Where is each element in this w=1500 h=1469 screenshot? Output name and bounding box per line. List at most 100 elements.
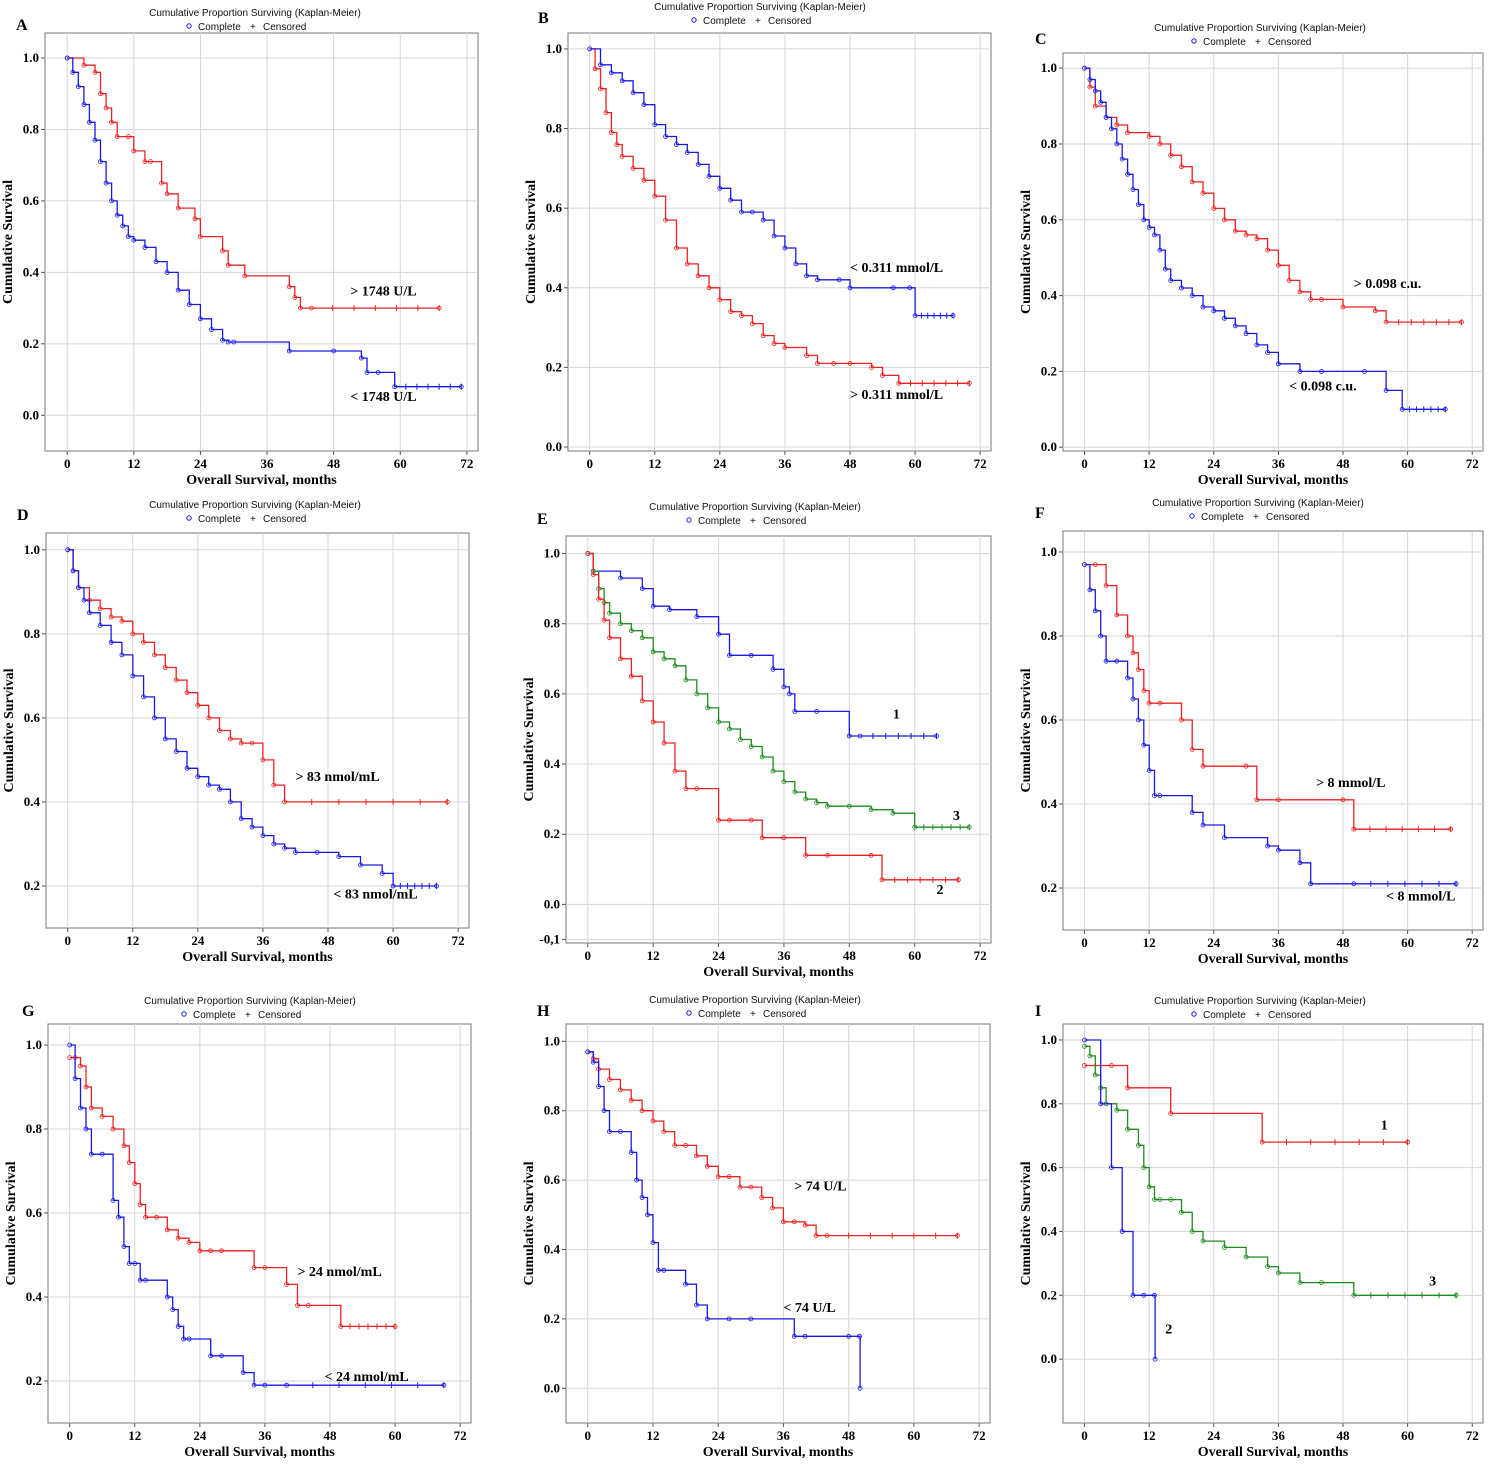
x-tick-label: 12	[646, 1428, 659, 1443]
legend-censored-marker: +	[250, 514, 256, 525]
event-marker	[1179, 164, 1184, 170]
panel-letter: B	[538, 10, 549, 27]
x-tick-label: 36	[261, 456, 275, 471]
event-marker	[1152, 1356, 1158, 1362]
event-marker	[262, 1382, 268, 1388]
y-tick-label: 1.0	[1041, 544, 1057, 559]
event-marker	[1189, 179, 1195, 185]
x-tick-label: 36	[777, 1428, 791, 1443]
event-marker	[726, 1174, 732, 1180]
event-marker	[1130, 696, 1136, 702]
survival-curve-red	[67, 57, 440, 309]
survival-curve-blue	[67, 57, 462, 388]
event-marker	[195, 774, 201, 780]
x-axis-label: Overall Survival, months	[1198, 1445, 1349, 1460]
event-marker	[585, 1049, 591, 1055]
curve-annotation: 1	[893, 707, 900, 722]
event-marker	[1130, 187, 1136, 192]
x-tick-label: 24	[712, 948, 726, 963]
event-marker	[1136, 717, 1141, 723]
event-marker	[716, 719, 721, 725]
legend-complete-label: Complete	[198, 22, 241, 33]
legend-censored-label: Censored	[258, 1010, 301, 1021]
event-marker	[1157, 1197, 1163, 1202]
event-marker	[748, 817, 754, 823]
x-tick-label: 72	[1466, 1428, 1479, 1443]
event-marker	[717, 297, 723, 303]
event-marker	[225, 262, 231, 268]
event-marker	[803, 852, 809, 858]
event-marker	[358, 355, 364, 361]
event-marker	[879, 877, 885, 883]
event-marker	[781, 1219, 786, 1225]
legend-complete-marker	[1191, 38, 1197, 44]
y-axis-label: Cumulative Survival	[522, 1161, 537, 1285]
event-marker	[1114, 141, 1120, 147]
x-tick-label: 36	[778, 456, 792, 471]
y-tick-label: 0.2	[23, 336, 39, 351]
event-marker	[242, 273, 248, 279]
event-marker	[705, 705, 711, 711]
y-tick-label: 0.2	[24, 878, 40, 893]
event-marker	[1383, 387, 1389, 393]
x-tick-label: 0	[586, 456, 593, 471]
event-marker	[1276, 797, 1281, 803]
event-marker	[592, 66, 598, 72]
y-tick-label: 0.8	[544, 1103, 561, 1118]
y-tick-label: 1.0	[546, 41, 562, 56]
event-marker	[1125, 1085, 1130, 1091]
event-marker	[609, 130, 614, 135]
event-marker	[125, 234, 131, 240]
event-marker	[97, 606, 103, 611]
legend-censored-label: Censored	[763, 1009, 806, 1020]
event-marker	[1243, 331, 1249, 336]
event-marker	[142, 244, 148, 250]
curve-annotation: > 8 mmol/L	[1316, 776, 1385, 791]
event-marker	[641, 102, 647, 108]
event-marker	[286, 348, 292, 354]
event-marker	[717, 185, 723, 191]
event-marker	[1098, 633, 1104, 639]
event-marker	[1141, 1165, 1147, 1170]
curve-annotation: < 24 nmol/mL	[325, 1370, 409, 1385]
event-marker	[143, 1277, 149, 1283]
event-marker	[598, 62, 603, 68]
event-marker	[206, 782, 212, 788]
event-marker	[164, 269, 170, 275]
event-marker	[131, 148, 137, 154]
x-tick-label: 0	[64, 456, 71, 471]
event-marker	[1200, 763, 1206, 769]
survival-curve-green	[587, 552, 970, 828]
panel-letter: F	[1035, 505, 1045, 522]
event-marker	[1259, 1139, 1265, 1145]
event-marker	[661, 656, 667, 662]
event-marker	[726, 1316, 732, 1322]
event-marker	[601, 1108, 607, 1114]
event-marker	[607, 610, 612, 616]
event-marker	[83, 1084, 89, 1090]
event-marker	[1168, 152, 1174, 158]
event-marker	[1119, 1229, 1125, 1234]
event-marker	[284, 1382, 290, 1388]
event-marker	[1232, 228, 1238, 234]
event-marker	[782, 245, 788, 251]
legend-complete-marker	[686, 517, 692, 523]
event-marker	[1297, 289, 1303, 295]
legend-complete-label: Complete	[193, 1010, 236, 1021]
event-marker	[760, 217, 766, 223]
y-tick-label: 1.0	[544, 1033, 560, 1048]
event-marker	[667, 607, 672, 613]
event-marker	[1351, 881, 1357, 887]
y-tick-label: 0.6	[544, 1172, 561, 1187]
event-marker	[652, 122, 658, 127]
km-panel-h: H Cumulative Proportion Surviving (Kaplan…	[522, 995, 991, 1460]
x-tick-label: 12	[647, 948, 660, 963]
event-marker	[618, 621, 623, 627]
event-marker	[596, 596, 602, 602]
event-marker	[137, 1277, 143, 1283]
event-marker	[1265, 247, 1270, 253]
event-marker	[1141, 688, 1147, 693]
event-marker	[175, 1324, 181, 1329]
curve-annotation: 1	[1381, 1118, 1388, 1133]
x-tick-label: 48	[844, 456, 858, 471]
